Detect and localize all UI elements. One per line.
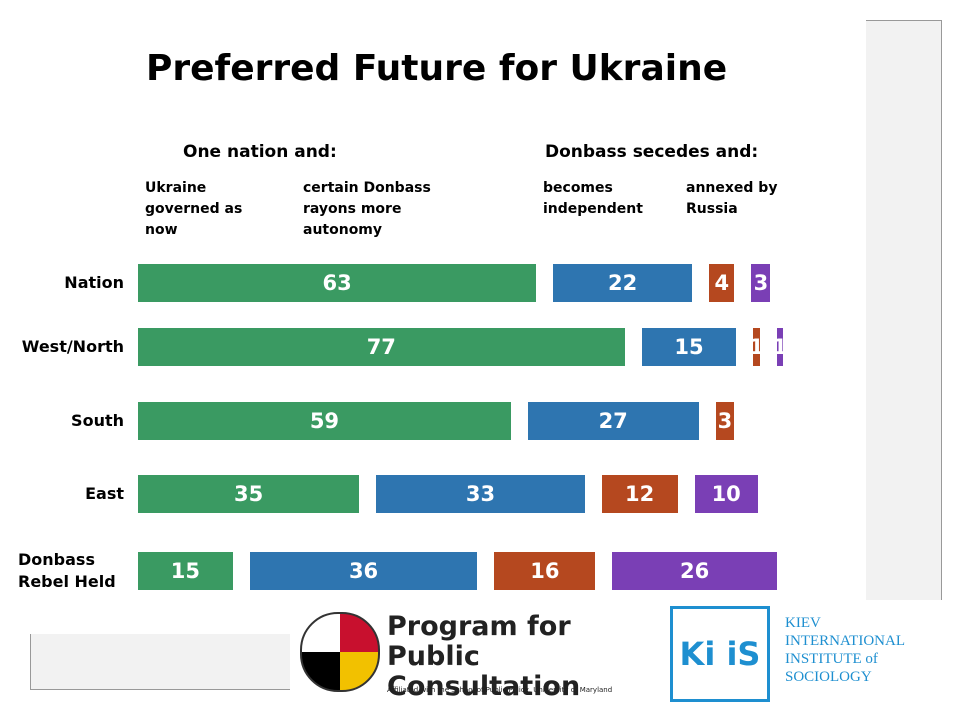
- bar: 4: [709, 264, 735, 302]
- bar: 1: [773, 328, 787, 366]
- group-header: Donbass secedes and:: [545, 142, 759, 162]
- value-label: 15: [170, 559, 201, 583]
- category-label: South: [71, 411, 124, 430]
- chart: Preferred Future for Ukraine One nation …: [18, 48, 787, 591]
- bar: 10: [694, 475, 758, 513]
- bar: 1: [749, 328, 764, 366]
- value-label: 1: [772, 335, 788, 359]
- kiis-name: KIEV INTERNATIONAL INSTITUTE of SOCIOLOG…: [785, 615, 905, 685]
- group-header: One nation and:: [183, 142, 337, 162]
- umd-logo: [300, 612, 380, 692]
- bar: 63: [138, 264, 537, 302]
- bar: 27: [527, 402, 699, 440]
- bar: 3: [715, 402, 735, 440]
- bar: 15: [641, 328, 737, 366]
- value-label: 33: [465, 482, 496, 506]
- value-label: 3: [717, 409, 733, 433]
- bar: 59: [138, 402, 511, 440]
- value-label: 22: [608, 271, 638, 295]
- value-label: 4: [714, 271, 730, 295]
- bar: 12: [601, 475, 678, 513]
- value-label: 35: [233, 482, 264, 506]
- ppc-title: Program for Public Consultation: [387, 611, 581, 702]
- category-label: East: [85, 484, 124, 503]
- value-label: 10: [711, 482, 741, 506]
- chart-title: Preferred Future for Ukraine: [146, 48, 728, 89]
- category-label: Donbass Rebel Held: [18, 550, 116, 591]
- legend-label: certain Donbass rayons more autonomy: [303, 180, 431, 238]
- value-label: 27: [598, 409, 628, 433]
- value-label: 1: [749, 335, 764, 359]
- bar: 36: [249, 552, 478, 590]
- bar: 3: [751, 264, 771, 302]
- value-label: 36: [348, 559, 379, 583]
- bar: 33: [376, 475, 585, 513]
- bar: 35: [138, 475, 360, 513]
- value-label: 3: [753, 271, 769, 295]
- bar: 26: [612, 552, 777, 590]
- bar: 16: [494, 552, 596, 590]
- legend-label: becomes independent: [543, 180, 643, 217]
- bar: 77: [138, 328, 625, 366]
- value-label: 12: [625, 482, 655, 506]
- bar: 15: [138, 552, 233, 590]
- value-label: 15: [674, 335, 704, 359]
- value-label: 77: [366, 335, 396, 359]
- value-label: 26: [679, 559, 710, 583]
- category-label: West/North: [21, 337, 124, 356]
- bar: 22: [553, 264, 693, 302]
- logo-panel: [290, 600, 960, 720]
- chart-panel: [0, 0, 866, 634]
- value-label: 63: [322, 271, 352, 295]
- category-label: Nation: [64, 273, 124, 292]
- legend-label: annexed by Russia: [686, 180, 778, 217]
- value-label: 16: [530, 559, 560, 583]
- legend-label: Ukraine governed as now: [145, 180, 243, 238]
- kiis-logo: Ki iS: [670, 606, 770, 702]
- ppc-subtitle: Affiliated with the School of Public Pol…: [387, 686, 613, 694]
- value-label: 59: [309, 409, 340, 433]
